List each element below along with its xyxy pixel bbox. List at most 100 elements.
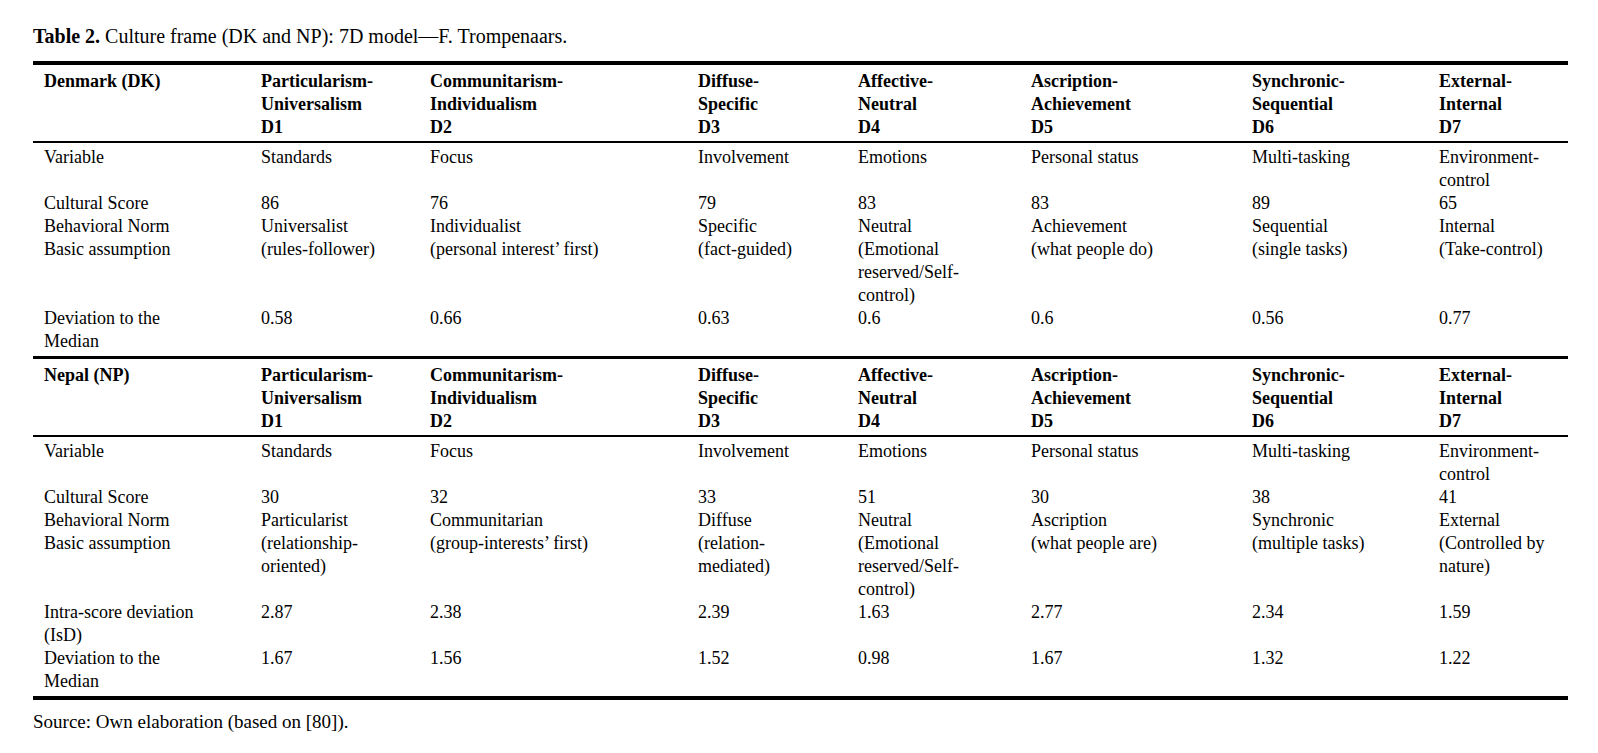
row-label-cell: Intra-score deviation (IsD) <box>33 601 261 647</box>
dimension-header-cell: Diffuse- Specific D3 <box>698 358 858 437</box>
value-cell: 0.98 <box>858 647 1031 698</box>
table-row: Deviation to the Median1.671.561.520.98 1… <box>33 647 1568 698</box>
value-cell: External <box>1439 509 1568 532</box>
value-cell: 41 <box>1439 486 1568 509</box>
value-cell: Standards <box>261 142 430 192</box>
value-cell: (group-interests’ first) <box>430 532 698 601</box>
dimension-header-cell: Ascription- Achievement D5 <box>1031 358 1252 437</box>
value-cell: 51 <box>858 486 1031 509</box>
row-label-cell: Cultural Score <box>33 486 261 509</box>
value-cell: 1.52 <box>698 647 858 698</box>
table-caption: Table 2. Culture frame (DK and NP): 7D m… <box>33 24 1568 48</box>
value-cell: Diffuse <box>698 509 858 532</box>
value-cell: (relation- mediated) <box>698 532 858 601</box>
value-cell: Universalist <box>261 215 430 238</box>
dimension-header-cell: Synchronic- Sequential D6 <box>1252 63 1439 142</box>
value-cell: 65 <box>1439 192 1568 215</box>
table-row: Cultural Score30323351303841 <box>33 486 1568 509</box>
value-cell: (relationship- oriented) <box>261 532 430 601</box>
value-cell: 1.63 <box>858 601 1031 647</box>
dimension-header-cell: Communitarism- Individualism D2 <box>430 63 698 142</box>
dimension-header-cell: Communitarism- Individualism D2 <box>430 358 698 437</box>
value-cell: 2.34 <box>1252 601 1439 647</box>
table-row: Basic assumption(rules-follower)(persona… <box>33 238 1568 307</box>
table-row: Deviation to the Median0.580.660.630.60.… <box>33 307 1568 358</box>
table-row: VariableStandardsFocusInvolvementEmotion… <box>33 142 1568 192</box>
table-caption-label: Table 2. <box>33 25 100 47</box>
value-cell: Individualist <box>430 215 698 238</box>
row-label-cell: Deviation to the Median <box>33 307 261 358</box>
row-label-cell: Behavioral Norm <box>33 215 261 238</box>
value-cell: (Emotional reserved/Self- control) <box>858 238 1031 307</box>
value-cell: 2.87 <box>261 601 430 647</box>
value-cell: Environment- control <box>1439 436 1568 486</box>
culture-table: Denmark (DK)Particularism- Universalism … <box>33 61 1568 700</box>
dimension-header-cell: Diffuse- Specific D3 <box>698 63 858 142</box>
dimension-header-cell: Synchronic- Sequential D6 <box>1252 358 1439 437</box>
value-cell: Neutral <box>858 509 1031 532</box>
value-cell: (multiple tasks) <box>1252 532 1439 601</box>
value-cell: (rules-follower) <box>261 238 430 307</box>
value-cell: 86 <box>261 192 430 215</box>
value-cell: Involvement <box>698 142 858 192</box>
dimension-header-cell: Affective- Neutral D4 <box>858 358 1031 437</box>
dimension-header-cell: Particularism- Universalism D1 <box>261 358 430 437</box>
value-cell: 1.67 <box>261 647 430 698</box>
value-cell: 83 <box>858 192 1031 215</box>
value-cell: 1.22 <box>1439 647 1568 698</box>
section-header-row: Denmark (DK)Particularism- Universalism … <box>33 63 1568 142</box>
table-row: Behavioral NormUniversalistIndividualist… <box>33 215 1568 238</box>
value-cell: Personal status <box>1031 142 1252 192</box>
value-cell: 0.66 <box>430 307 698 358</box>
value-cell: 89 <box>1252 192 1439 215</box>
value-cell: 83 <box>1031 192 1252 215</box>
value-cell: (Take-control) <box>1439 238 1568 307</box>
row-label-cell: Cultural Score <box>33 192 261 215</box>
value-cell: 1.56 <box>430 647 698 698</box>
value-cell: (personal interest’ first) <box>430 238 698 307</box>
row-label-cell: Variable <box>33 142 261 192</box>
value-cell: 1.59 <box>1439 601 1568 647</box>
value-cell: (what people are) <box>1031 532 1252 601</box>
value-cell: 0.77 <box>1439 307 1568 358</box>
value-cell: 76 <box>430 192 698 215</box>
dimension-header-cell: External- Internal D7 <box>1439 63 1568 142</box>
row-label-cell: Behavioral Norm <box>33 509 261 532</box>
dimension-header-cell: Affective- Neutral D4 <box>858 63 1031 142</box>
value-cell: 32 <box>430 486 698 509</box>
value-cell: 33 <box>698 486 858 509</box>
country-header-cell: Denmark (DK) <box>33 63 261 142</box>
value-cell: Involvement <box>698 436 858 486</box>
value-cell: Neutral <box>858 215 1031 238</box>
document-page: Table 2. Culture frame (DK and NP): 7D m… <box>0 0 1598 753</box>
value-cell: 0.63 <box>698 307 858 358</box>
value-cell: Communitarian <box>430 509 698 532</box>
value-cell: Ascription <box>1031 509 1252 532</box>
country-header-cell: Nepal (NP) <box>33 358 261 437</box>
row-label-cell: Basic assumption <box>33 238 261 307</box>
dimension-header-cell: Ascription- Achievement D5 <box>1031 63 1252 142</box>
value-cell: (fact-guided) <box>698 238 858 307</box>
row-label-cell: Deviation to the Median <box>33 647 261 698</box>
value-cell: 79 <box>698 192 858 215</box>
row-label-cell: Basic assumption <box>33 532 261 601</box>
value-cell: 0.6 <box>1031 307 1252 358</box>
value-cell: Internal <box>1439 215 1568 238</box>
value-cell: (what people do) <box>1031 238 1252 307</box>
value-cell: Sequential <box>1252 215 1439 238</box>
dimension-header-cell: Particularism- Universalism D1 <box>261 63 430 142</box>
row-label-cell: Variable <box>33 436 261 486</box>
value-cell: 38 <box>1252 486 1439 509</box>
value-cell: Achievement <box>1031 215 1252 238</box>
source-note: Source: Own elaboration (based on [80]). <box>33 710 1568 734</box>
value-cell: Environment- control <box>1439 142 1568 192</box>
value-cell: Focus <box>430 142 698 192</box>
value-cell: Multi-tasking <box>1252 436 1439 486</box>
value-cell: Synchronic <box>1252 509 1439 532</box>
table-row: Cultural Score86767983838965 <box>33 192 1568 215</box>
value-cell: Standards <box>261 436 430 486</box>
value-cell: (Emotional reserved/Self- control) <box>858 532 1031 601</box>
dimension-header-cell: External- Internal D7 <box>1439 358 1568 437</box>
value-cell: Particularist <box>261 509 430 532</box>
value-cell: 0.56 <box>1252 307 1439 358</box>
